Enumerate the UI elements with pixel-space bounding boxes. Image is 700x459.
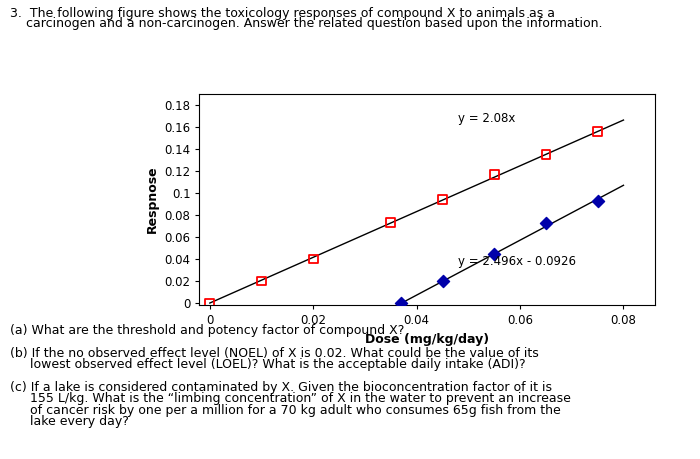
Text: y = 2.08x: y = 2.08x [458, 112, 515, 125]
Text: y = 2.496x - 0.0926: y = 2.496x - 0.0926 [458, 255, 576, 268]
Text: lowest observed effect level (LOEL)? What is the acceptable daily intake (ADI)?: lowest observed effect level (LOEL)? Wha… [10, 358, 526, 371]
Text: carcinogen and a non-carcinogen. Answer the related question based upon the info: carcinogen and a non-carcinogen. Answer … [10, 17, 603, 30]
Point [489, 171, 500, 178]
Text: 155 L/kg. What is the “limbing concentration” of X in the water to prevent an in: 155 L/kg. What is the “limbing concentra… [10, 392, 571, 405]
Point [437, 277, 448, 285]
Text: (b) If the no observed effect level (NOEL) of X is 0.02. What could be the value: (b) If the no observed effect level (NOE… [10, 347, 539, 359]
Text: (c) If a lake is considered contaminated by X. Given the bioconcentration factor: (c) If a lake is considered contaminated… [10, 381, 552, 394]
Point [437, 196, 448, 203]
Point [395, 299, 407, 307]
Text: of cancer risk by one per a million for a 70 kg adult who consumes 65g fish from: of cancer risk by one per a million for … [10, 404, 561, 417]
Text: 3.  The following figure shows the toxicology responses of compound X to animals: 3. The following figure shows the toxico… [10, 7, 556, 20]
Text: (a) What are the threshold and potency factor of compound X?: (a) What are the threshold and potency f… [10, 324, 405, 336]
X-axis label: Dose (mg/kg/day): Dose (mg/kg/day) [365, 333, 489, 346]
Point [592, 128, 603, 135]
Y-axis label: Respnose: Respnose [146, 166, 159, 234]
Point [540, 151, 552, 158]
Point [540, 219, 552, 226]
Point [204, 299, 216, 307]
Text: lake every day?: lake every day? [10, 415, 130, 428]
Point [592, 197, 603, 204]
Point [385, 219, 396, 226]
Point [489, 250, 500, 257]
Point [308, 255, 319, 263]
Point [256, 277, 267, 285]
